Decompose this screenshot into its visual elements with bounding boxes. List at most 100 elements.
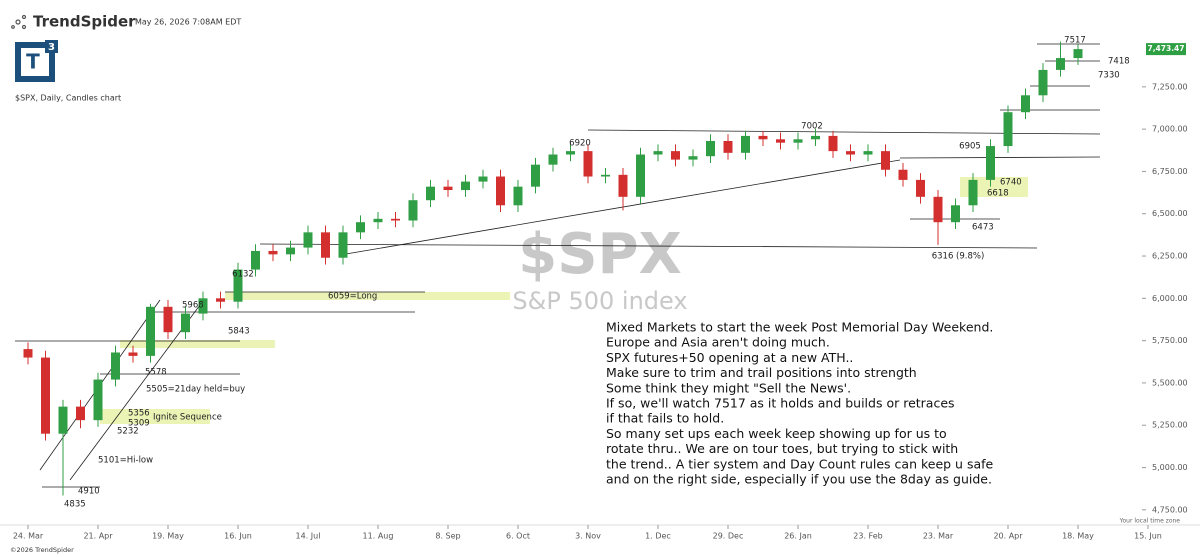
- candle-body: [128, 352, 138, 356]
- commentary-line: the trend.. A tier system and Day Count …: [606, 456, 994, 471]
- logo-badge: 3: [48, 42, 55, 53]
- annotation: 5356: [128, 409, 150, 419]
- watermark-name: S&P 500 index: [512, 287, 687, 315]
- y-tick-label: 5,500.00: [1152, 378, 1188, 387]
- candle-body: [951, 205, 960, 223]
- logo-badge-box: [45, 40, 58, 53]
- x-tick-label: 18. May: [1062, 532, 1094, 541]
- logo-inner: [21, 48, 49, 76]
- plot: 4,750.00 5,000.00 5,250.00 5,500.00 5,750.00…: [13, 36, 1188, 541]
- annotation: 7418: [1108, 57, 1130, 67]
- copyright: ©2026 TrendSpider: [10, 546, 74, 554]
- candle-body: [478, 176, 488, 182]
- candle-body: [93, 379, 103, 421]
- level-lines: [15, 43, 1101, 488]
- candle-body: [513, 186, 523, 206]
- annotation: 4910: [78, 487, 100, 497]
- candle-body: [268, 250, 278, 255]
- chart-caption: $SPX, Daily, Candles chart: [15, 94, 121, 103]
- x-tick-label: 23. Feb: [853, 532, 882, 541]
- candle-body: [933, 196, 943, 223]
- annotation: Ignite Sequence: [153, 413, 222, 423]
- candle-body: [793, 139, 803, 143]
- commentary-line: if that fails to hold.: [606, 411, 724, 426]
- candle-body: [146, 306, 155, 356]
- candle-body: [1003, 112, 1013, 147]
- candle-body: [391, 218, 400, 221]
- x-tick-label: 11. Aug: [363, 532, 394, 541]
- annotation: 5843: [228, 327, 250, 337]
- x-tick-label: 26. Jan: [784, 532, 812, 541]
- candle-body: [723, 140, 733, 153]
- candle-body: [251, 250, 260, 270]
- candle-body: [811, 135, 820, 140]
- x-tick-label: 19. May: [152, 532, 184, 541]
- y-tick-label: 6,500.00: [1152, 209, 1188, 218]
- candle-body: [111, 352, 120, 380]
- annotation: 5968: [182, 301, 204, 311]
- annotation: 4835: [64, 500, 86, 510]
- candle-body: [496, 176, 505, 206]
- annotation: 5309: [128, 419, 150, 429]
- candle-body: [356, 222, 365, 233]
- annotation: 5578: [145, 368, 167, 378]
- commentary-line: Some think they might "Sell the News'.: [606, 380, 851, 395]
- commentary-line: If so, we'll watch 7517 as it holds and …: [606, 396, 955, 411]
- candle-body: [986, 146, 995, 180]
- annotation: 5505=21day held=buy: [146, 385, 245, 395]
- candle-body: [706, 140, 715, 157]
- y-tick-label: 7,000.00: [1152, 125, 1188, 134]
- commentary-line: Mixed Markets to start the week Post Mem…: [606, 320, 993, 335]
- y-tick-label: 5,750.00: [1152, 336, 1188, 345]
- y-tick-label: 5,000.00: [1152, 463, 1188, 472]
- candle-body: [548, 154, 558, 165]
- candle-body: [653, 151, 663, 155]
- candle-body: [916, 179, 925, 197]
- timestamp: May 26, 2026 7:08AM EDT: [135, 18, 241, 27]
- candle-body: [76, 406, 85, 421]
- annotation: 6905: [959, 142, 981, 152]
- annotation: 6132: [232, 270, 254, 280]
- x-tick-label: 16. Jun: [224, 532, 252, 541]
- commentary-line: rotate thru.. We are on tour toes, but t…: [606, 441, 958, 456]
- candle-body: [601, 174, 610, 177]
- candle-body: [41, 357, 50, 434]
- candle-body: [531, 164, 540, 187]
- candle-body: [461, 181, 470, 191]
- brand-icon: [11, 14, 27, 30]
- candle-body: [216, 298, 225, 302]
- candle-body: [181, 313, 190, 333]
- commentary-line: Europe and Asia aren't doing much.: [606, 335, 830, 350]
- candle-body: [898, 169, 908, 180]
- annotation: 5232: [117, 427, 139, 437]
- annotation: 7517: [1064, 36, 1086, 46]
- candle-body: [881, 151, 890, 170]
- y-tick-label: 7,250.00: [1152, 82, 1188, 91]
- candle-body: [58, 406, 68, 434]
- candle-body: [338, 232, 348, 258]
- x-tick-label: 14. Jul: [296, 532, 321, 541]
- candle-body: [1038, 69, 1048, 96]
- annotation: 5101=Hi-low: [98, 456, 153, 466]
- x-tick-label: 20. Apr: [993, 532, 1023, 541]
- candle-body: [286, 247, 295, 255]
- candle-body: [198, 298, 208, 314]
- y-tick-label: 5,250.00: [1152, 421, 1188, 430]
- candle-body: [618, 174, 628, 197]
- candle-body: [671, 151, 680, 160]
- annotation: 7330: [1098, 71, 1120, 81]
- logo-letter: T: [26, 50, 40, 74]
- candle-body: [583, 151, 593, 177]
- annotation: 6920: [569, 139, 591, 149]
- x-tick-label: 23. Mar: [923, 532, 954, 541]
- candle-body: [163, 306, 173, 333]
- annotation: 6740: [1000, 178, 1022, 188]
- candle-body: [566, 151, 575, 155]
- last-price-tag: [1146, 43, 1186, 56]
- candle-body: [321, 232, 330, 258]
- candle-body: [863, 151, 873, 155]
- candle-body: [1021, 95, 1030, 113]
- annotation: 6059=Long: [328, 292, 377, 302]
